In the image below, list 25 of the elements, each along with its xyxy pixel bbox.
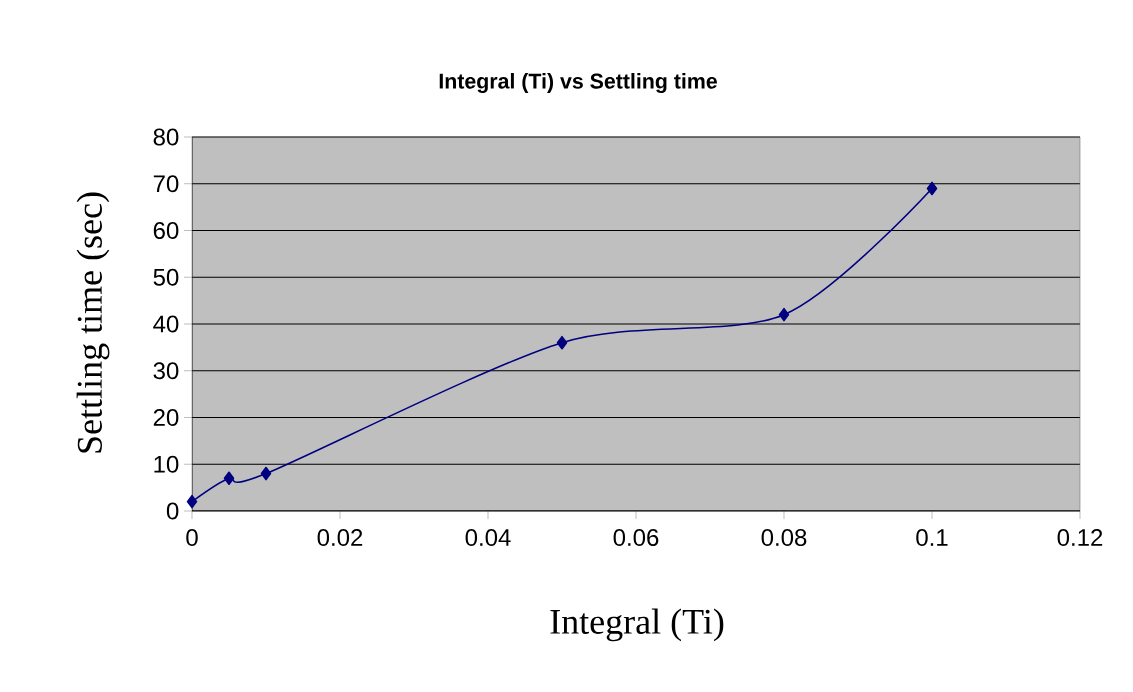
point <box>186 494 198 509</box>
x-tick-label: 0.12 <box>1057 529 1103 547</box>
x-axis-title: Integral (Ti) <box>550 608 724 642</box>
x-tick-label: 0.04 <box>465 529 511 547</box>
y-tick-label: 50 <box>153 268 179 286</box>
x-tick-label: 0 <box>186 529 198 547</box>
y-tick-label: 60 <box>153 221 179 239</box>
y-tick-label: 30 <box>153 362 179 380</box>
y-tick-label: 20 <box>153 408 179 426</box>
x-tick-label: 0.06 <box>613 529 659 547</box>
x-tick-label: 0.1 <box>916 529 948 547</box>
point <box>260 466 272 481</box>
point <box>556 335 568 350</box>
y-tick-label: 70 <box>153 175 179 193</box>
y-tick-label: 10 <box>154 455 179 473</box>
x-tick-label: 0.02 <box>317 529 363 547</box>
point <box>223 471 235 486</box>
point <box>926 181 938 196</box>
x-tick-label: 0.08 <box>761 529 807 547</box>
y-tick-label: 80 <box>153 128 179 146</box>
y-tick-label: 40 <box>153 315 179 333</box>
chart-title: Integral (Ti) vs Settling time <box>439 73 717 93</box>
y-axis-title: Settling time (sec) <box>76 192 110 453</box>
y-tick-label: 0 <box>166 502 179 520</box>
point <box>778 307 790 322</box>
